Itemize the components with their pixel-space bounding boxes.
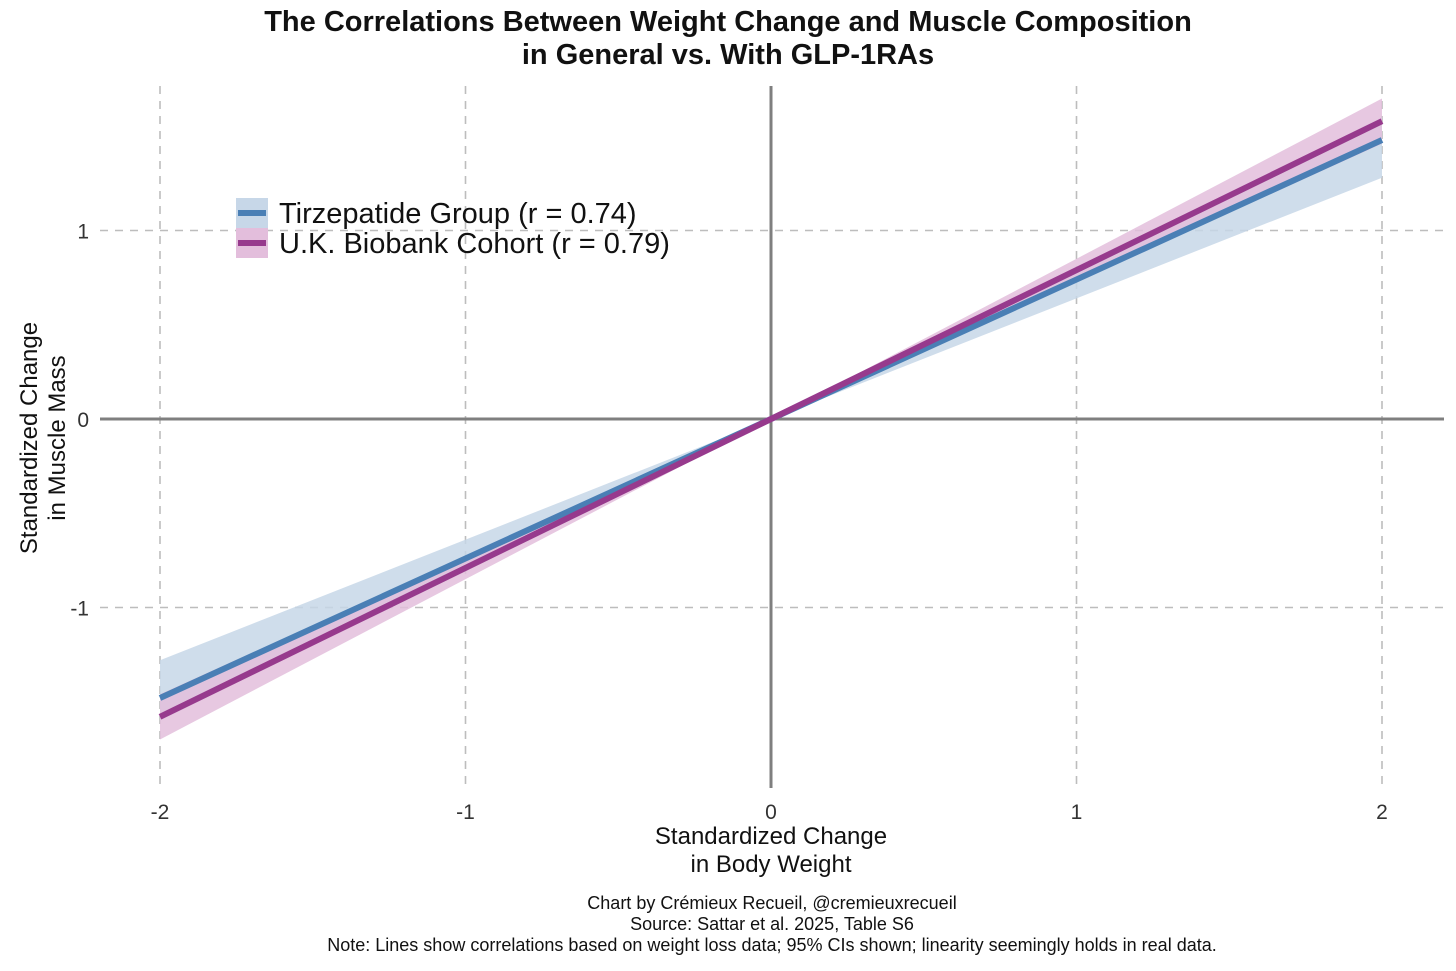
caption-source: Source: Sattar et al. 2025, Table S6 xyxy=(630,914,914,934)
x-tick-label: -2 xyxy=(151,801,170,824)
chart-title-line-2: in General vs. With GLP-1RAs xyxy=(521,39,935,71)
x-tick-label: -1 xyxy=(456,801,475,824)
legend-label-tirzepatide: Tirzepatide Group (r = 0.74) xyxy=(279,198,637,230)
x-axis-label-line-2: in Body Weight xyxy=(690,851,852,878)
legend-label-biobank: U.K. Biobank Cohort (r = 0.79) xyxy=(279,228,670,260)
x-tick-label: 0 xyxy=(765,801,777,824)
chart-caption: Chart by Crémieux Recueil, @cremieuxrecu… xyxy=(0,893,1456,956)
ci-band-biobank xyxy=(160,98,1382,740)
x-axis-label-line-1: Standardized Change xyxy=(654,823,888,850)
series-lines xyxy=(158,118,1384,720)
chart-title: The Correlations Between Weight Change a… xyxy=(0,6,1456,72)
caption-note: Note: Lines show correlations based on w… xyxy=(327,935,1217,955)
y-tick-label: 0 xyxy=(77,409,89,432)
y-axis-label-line-1: Standardized Change xyxy=(16,321,43,555)
x-tick-label: 2 xyxy=(1376,801,1388,824)
chart-title-line-1: The Correlations Between Weight Change a… xyxy=(264,6,1192,38)
y-axis-label-line-2: in Muscle Mass xyxy=(44,355,71,521)
legend: Tirzepatide Group (r = 0.74)U.K. Biobank… xyxy=(236,198,670,260)
tick-labels: -2 -1 0 1 2 -1 0 1 xyxy=(70,221,1388,825)
caption-credit: Chart by Crémieux Recueil, @cremieuxrecu… xyxy=(587,893,957,913)
y-tick-label: 1 xyxy=(77,221,89,244)
x-axis-label: Standardized Change in Body Weight xyxy=(655,823,887,879)
y-tick-label: -1 xyxy=(70,598,89,621)
x-tick-label: 1 xyxy=(1071,801,1083,824)
series-line-biobank xyxy=(158,118,1384,720)
